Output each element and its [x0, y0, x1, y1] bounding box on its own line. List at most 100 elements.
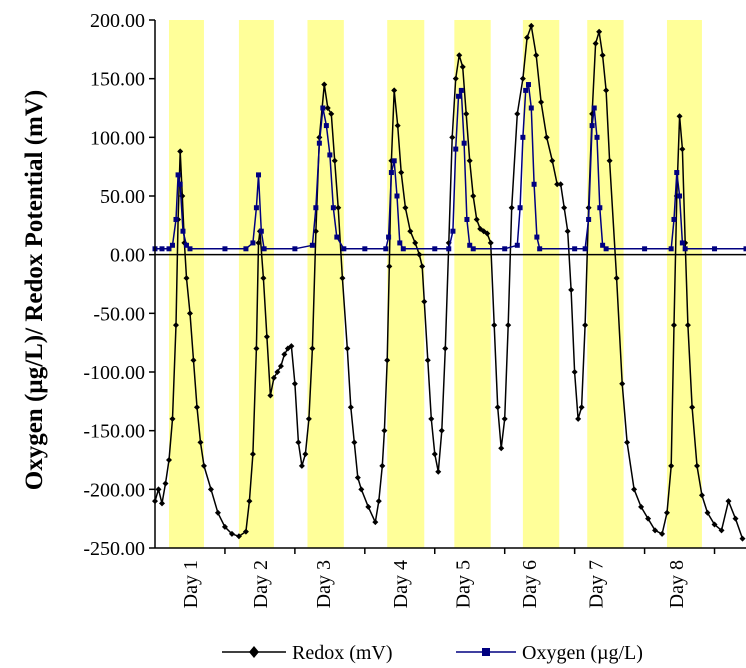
data-point	[169, 242, 175, 248]
data-point	[586, 216, 592, 222]
data-point	[473, 216, 480, 223]
data-point	[354, 474, 361, 481]
data-point	[365, 503, 372, 510]
data-point	[517, 205, 523, 211]
data-point	[523, 87, 529, 93]
light-period-band-8	[666, 20, 702, 548]
light-period-bands	[168, 20, 702, 548]
data-point	[470, 193, 477, 199]
data-point	[281, 351, 288, 358]
data-point	[253, 205, 259, 211]
y-axis-title: Oxygen (µg/L)/ Redox Potential (mV)	[21, 90, 48, 490]
data-point	[298, 462, 305, 469]
data-point	[502, 246, 508, 252]
data-point	[501, 415, 508, 422]
data-point	[183, 242, 189, 248]
series-oxygen	[152, 81, 746, 252]
data-point	[537, 246, 543, 252]
data-point	[158, 500, 165, 507]
data-point	[362, 246, 368, 252]
data-point	[177, 181, 183, 187]
data-point	[183, 275, 190, 282]
light-period-band-3	[307, 20, 344, 548]
light-period-band-4	[387, 20, 425, 548]
data-point	[438, 427, 445, 434]
x-category-label: Day 3	[313, 560, 335, 608]
data-point	[190, 357, 197, 364]
light-period-band-2	[238, 20, 274, 548]
data-point	[207, 486, 214, 493]
data-point	[564, 228, 571, 235]
data-point	[528, 105, 534, 111]
square-marker-icon	[482, 648, 490, 656]
data-point	[351, 439, 358, 446]
data-point	[456, 52, 463, 59]
data-point	[432, 246, 438, 252]
data-point	[334, 234, 340, 240]
data-point	[398, 169, 405, 176]
data-point	[631, 486, 638, 493]
data-point	[694, 462, 701, 469]
data-point	[682, 246, 688, 252]
data-point	[442, 345, 449, 352]
data-point	[291, 380, 298, 387]
data-point	[222, 246, 228, 252]
data-point	[235, 533, 242, 540]
data-point	[324, 105, 331, 111]
data-point	[344, 345, 351, 352]
data-point	[679, 240, 685, 246]
data-point	[487, 239, 494, 246]
data-point	[397, 240, 403, 246]
y-axis-ticks: 200.00 150.00 100.00 50.00 0.00 -50.00 -100.00…	[83, 10, 155, 560]
data-point	[452, 75, 459, 82]
data-point	[320, 105, 326, 111]
data-point	[256, 172, 262, 178]
y-tick-label: -100.00	[83, 362, 145, 384]
data-point	[402, 204, 409, 211]
legend: Redox (mV) Oxygen (µg/L)	[222, 642, 643, 664]
data-point	[520, 134, 526, 140]
data-point	[394, 122, 401, 129]
data-point	[258, 228, 264, 234]
diamond-marker-icon	[249, 646, 259, 658]
data-point	[671, 216, 677, 222]
data-point	[263, 333, 270, 340]
data-point	[575, 415, 582, 422]
legend-item-oxygen: Oxygen (µg/L)	[456, 642, 643, 664]
data-point	[292, 246, 298, 252]
y-tick-label: 100.00	[90, 127, 145, 149]
data-point	[246, 498, 253, 505]
data-point	[407, 228, 414, 235]
data-point	[243, 246, 249, 252]
data-point	[582, 322, 589, 329]
data-point	[470, 246, 476, 252]
data-point	[484, 230, 491, 237]
y-tick-label: 0.00	[110, 245, 145, 267]
data-point	[467, 242, 473, 248]
data-point	[313, 205, 319, 211]
data-point	[267, 392, 274, 399]
x-category-label: Day 2	[250, 560, 272, 608]
data-point	[386, 263, 393, 270]
data-point	[591, 105, 597, 111]
x-category-label: Day 6	[519, 560, 541, 608]
data-point	[165, 457, 172, 463]
data-point	[461, 140, 467, 146]
data-point	[375, 498, 382, 505]
data-point	[508, 204, 515, 211]
data-point	[186, 310, 193, 317]
data-point	[663, 509, 670, 516]
data-point	[578, 404, 585, 411]
data-point	[309, 345, 316, 352]
data-point	[684, 322, 691, 329]
data-point	[400, 246, 406, 252]
data-point	[659, 530, 666, 537]
data-point	[155, 486, 162, 493]
data-point	[335, 204, 342, 211]
data-point	[599, 52, 606, 59]
data-point	[274, 369, 281, 375]
data-point	[557, 181, 564, 188]
data-point	[464, 216, 470, 222]
data-point	[242, 528, 249, 535]
data-point	[743, 246, 746, 252]
